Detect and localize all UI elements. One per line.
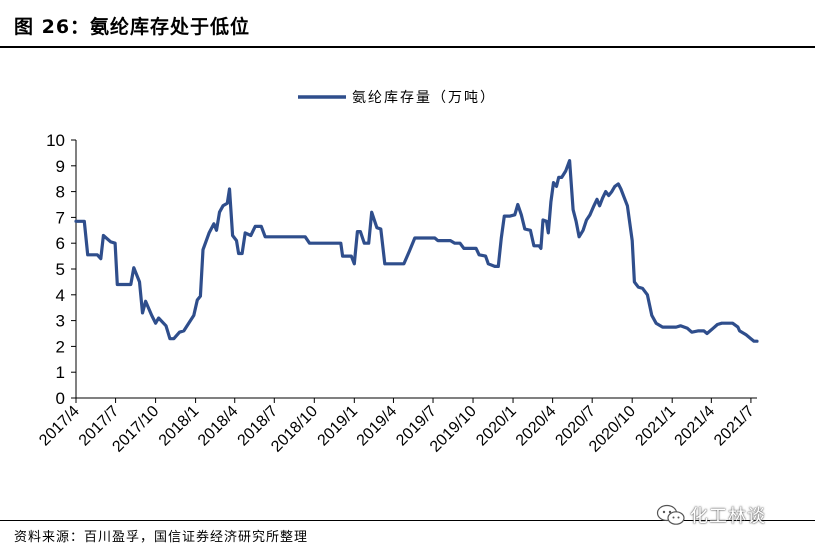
footer-rule: [0, 520, 815, 521]
y-tick-label: 10: [46, 131, 65, 150]
x-tick-label: 2018/1: [156, 403, 203, 450]
x-tick-label: 2020/4: [513, 403, 560, 450]
watermark-text: 化工林谈: [690, 506, 766, 527]
x-tick-label: 2021/7: [711, 403, 758, 450]
x-tick-label: 2021/4: [672, 403, 719, 450]
wechat-icon: [656, 504, 685, 525]
y-tick-label: 5: [56, 260, 65, 279]
y-tick-label: 0: [56, 389, 65, 408]
y-axis-ticks: 0 1 2 3 4 5 6 7 8 9 10: [46, 131, 76, 408]
y-tick-label: 4: [56, 286, 65, 305]
x-tick-label: 2017/4: [36, 403, 83, 450]
x-tick-label: 2018/4: [195, 403, 242, 450]
figure-title: 图 26：氨纶库存处于低位: [14, 16, 251, 38]
y-tick-label: 3: [56, 312, 65, 331]
y-tick-label: 6: [56, 234, 65, 253]
series-line: [74, 159, 759, 343]
line-chart: 氨纶库存量（万吨） 0 1 2 3 4 5 6 7 8 9 10 2017/42017/72017/…: [36, 90, 759, 456]
x-tick-label: 2019/1: [315, 403, 362, 450]
y-tick-label: 7: [56, 208, 65, 227]
x-tick-label: 2021/1: [632, 403, 679, 450]
legend-label: 氨纶库存量（万吨）: [352, 90, 496, 106]
watermark: 化工林谈: [656, 502, 766, 528]
x-tick-label: 2019/4: [354, 403, 401, 450]
source-note: 资料来源：百川盈孚，国信证券经济研究所整理: [14, 530, 309, 545]
y-tick-label: 9: [56, 157, 65, 176]
header-rule: [0, 46, 815, 48]
legend: 氨纶库存量（万吨）: [298, 90, 496, 106]
y-tick-label: 1: [56, 363, 65, 382]
x-axis-ticks: 2017/42017/72017/102018/12018/42018/7201…: [36, 398, 758, 456]
axes: [75, 140, 757, 399]
x-tick-label: 2020/1: [473, 403, 520, 450]
figure-header: 图 26：氨纶库存处于低位: [0, 0, 815, 48]
y-tick-label: 8: [56, 183, 65, 202]
y-tick-label: 2: [56, 337, 65, 356]
